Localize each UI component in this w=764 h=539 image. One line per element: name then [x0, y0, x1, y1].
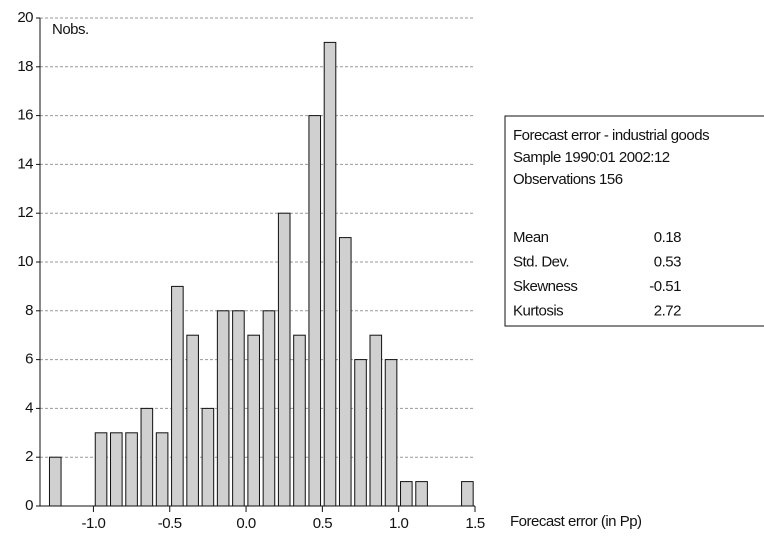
y-tick-label: 18	[17, 58, 33, 75]
stats-line: Observations 156	[513, 171, 623, 188]
y-tick-label: 4	[25, 399, 33, 416]
stats-value: 0.18	[654, 229, 681, 246]
y-tick-label: 12	[17, 204, 33, 221]
stats-value: 0.53	[654, 253, 681, 270]
y-tick-label: 0	[25, 497, 33, 514]
bar	[384, 359, 398, 507]
bar	[293, 334, 306, 507]
stats-value: -0.51	[649, 278, 681, 295]
bar	[461, 481, 474, 507]
x-tick-label: -1.0	[81, 515, 105, 532]
bar	[369, 334, 383, 507]
bar	[323, 41, 337, 507]
bar	[247, 334, 260, 507]
bar	[338, 237, 352, 507]
y-tick-label: 8	[25, 302, 33, 319]
bar	[262, 310, 276, 507]
y-tick-label: 6	[25, 351, 33, 368]
y-tick-label: 2	[25, 448, 33, 465]
stats-label: Kurtosis	[513, 302, 563, 319]
bar	[308, 115, 322, 507]
stats-box	[504, 115, 764, 327]
stats-line: Sample 1990:01 2002:12	[513, 149, 670, 166]
stats-label: Mean	[513, 229, 549, 246]
stats-label: Skewness	[513, 278, 577, 295]
x-tick-label: 0.0	[236, 515, 256, 532]
bar	[415, 481, 428, 507]
bar	[354, 359, 367, 507]
bar	[94, 432, 108, 507]
bar	[201, 407, 215, 507]
y-tick-label: 16	[17, 107, 33, 124]
bar	[155, 432, 169, 507]
bar	[400, 481, 413, 507]
bar	[277, 212, 291, 507]
bar	[232, 310, 245, 507]
bar	[216, 310, 230, 507]
stats-label: Std. Dev.	[513, 253, 569, 270]
bar	[186, 334, 199, 507]
y-axis-label: Nobs.	[52, 21, 89, 38]
y-tick-label: 10	[17, 253, 33, 270]
y-tick-label: 14	[17, 155, 33, 172]
x-tick-label: 0.5	[313, 515, 333, 532]
bar	[125, 432, 138, 507]
stats-value: 2.72	[654, 302, 681, 319]
x-tick-label: 1.5	[465, 515, 485, 532]
bar	[110, 432, 123, 507]
stats-line: Forecast error - industrial goods	[513, 127, 709, 144]
bar	[48, 456, 62, 507]
y-tick-label: 20	[17, 9, 33, 26]
bar	[140, 407, 154, 507]
x-tick-label: -0.5	[158, 515, 182, 532]
x-tick-label: 1.0	[389, 515, 409, 532]
x-axis-label: Forecast error (in Pp)	[510, 513, 642, 530]
bar	[171, 285, 184, 507]
